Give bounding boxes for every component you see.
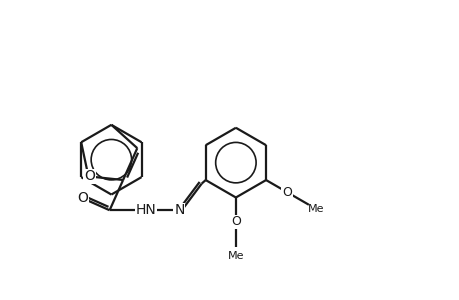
Text: O: O [230,215,241,228]
Text: O: O [281,186,291,199]
Text: O: O [77,191,88,205]
Text: Me: Me [227,250,244,261]
Text: O: O [84,169,95,183]
Text: HN: HN [135,203,156,217]
Text: Me: Me [308,204,324,214]
Text: N: N [174,203,184,217]
